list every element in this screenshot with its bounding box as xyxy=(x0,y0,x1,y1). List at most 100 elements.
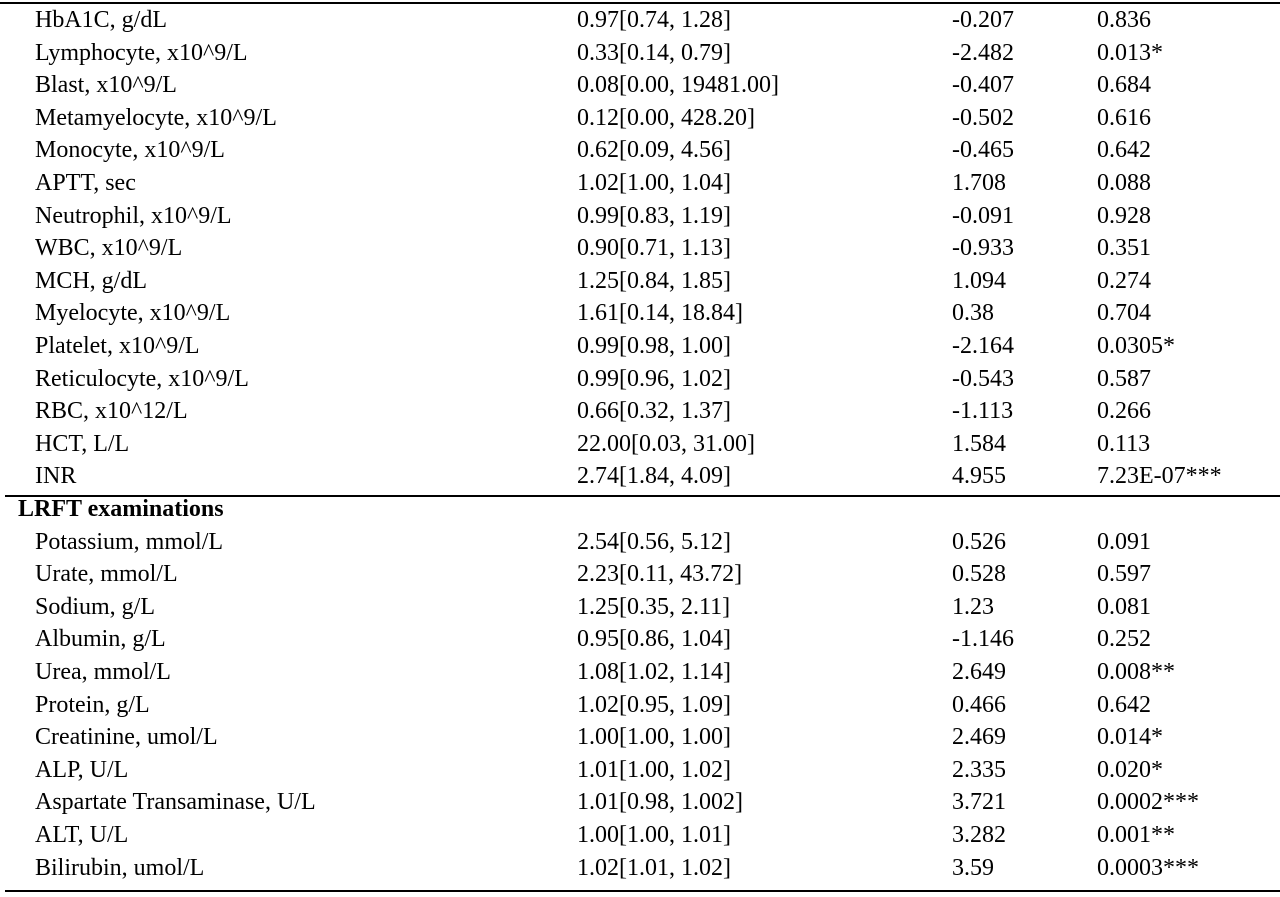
z-value: -0.933 xyxy=(952,235,1014,262)
odds-ratio: 2.54[0.56, 5.12] xyxy=(577,528,731,555)
row-label: Metamyelocyte, x10^9/L xyxy=(35,104,277,131)
p-value: 0.642 xyxy=(1097,691,1151,718)
row-label: APTT, sec xyxy=(35,170,136,196)
z-value: 1.23 xyxy=(952,593,994,620)
p-value: 0.351 xyxy=(1097,235,1151,262)
p-value: 0.684 xyxy=(1097,72,1151,99)
p-value: 0.020* xyxy=(1097,756,1163,783)
z-value: 3.282 xyxy=(952,822,1006,848)
p-value: 0.0003*** xyxy=(1097,854,1199,881)
z-value: 0.38 xyxy=(952,300,994,327)
row-label: Albumin, g/L xyxy=(35,626,166,653)
p-value: 0.266 xyxy=(1097,398,1151,425)
odds-ratio: 0.66[0.32, 1.37] xyxy=(577,398,731,425)
z-value: -1.146 xyxy=(952,626,1014,653)
p-value: 0.928 xyxy=(1097,202,1151,229)
row-label: Reticulocyte, x10^9/L xyxy=(35,365,249,392)
z-value: -0.091 xyxy=(952,202,1014,229)
p-value: 0.252 xyxy=(1097,626,1151,653)
row-label: WBC, x10^9/L xyxy=(35,235,183,262)
z-value: 2.649 xyxy=(952,659,1006,685)
odds-ratio: 0.62[0.09, 4.56] xyxy=(577,137,731,164)
row-label: Potassium, mmol/L xyxy=(35,528,224,555)
z-value: 0.466 xyxy=(952,691,1006,718)
z-value: -0.465 xyxy=(952,137,1014,164)
odds-ratio: 1.08[1.02, 1.14] xyxy=(577,659,731,685)
row-label: Protein, g/L xyxy=(35,691,150,718)
row-label: Bilirubin, umol/L xyxy=(35,854,205,881)
z-value: 2.335 xyxy=(952,756,1006,783)
odds-ratio: 1.02[0.95, 1.09] xyxy=(577,691,731,718)
z-value: -2.482 xyxy=(952,39,1014,66)
p-value: 0.587 xyxy=(1097,365,1151,392)
row-label: RBC, x10^12/L xyxy=(35,398,188,425)
p-value: 0.597 xyxy=(1097,561,1151,588)
row-label: Aspartate Transaminase, U/L xyxy=(35,789,316,816)
section-heading: LRFT examinations xyxy=(18,496,224,522)
row-label: Creatinine, umol/L xyxy=(35,724,218,751)
odds-ratio: 0.33[0.14, 0.79] xyxy=(577,39,731,66)
z-value: -0.207 xyxy=(952,7,1014,33)
p-value: 7.23E-07*** xyxy=(1097,463,1222,490)
odds-ratio: 1.00[1.00, 1.01] xyxy=(577,822,731,848)
z-value: 1.708 xyxy=(952,170,1006,196)
odds-ratio: 0.99[0.83, 1.19] xyxy=(577,202,731,229)
odds-ratio: 2.23[0.11, 43.72] xyxy=(577,561,743,588)
p-value: 0.0002*** xyxy=(1097,789,1199,816)
top-rule xyxy=(0,2,1280,4)
p-value: 0.091 xyxy=(1097,528,1151,555)
row-label: Monocyte, x10^9/L xyxy=(35,137,225,164)
row-label: MCH, g/dL xyxy=(35,267,148,294)
z-value: 3.721 xyxy=(952,789,1006,816)
z-value: -0.543 xyxy=(952,365,1014,392)
row-label: ALP, U/L xyxy=(35,756,129,783)
p-value: 0.616 xyxy=(1097,104,1151,131)
row-label: ALT, U/L xyxy=(35,822,129,848)
p-value: 0.014* xyxy=(1097,724,1163,751)
row-label: Blast, x10^9/L xyxy=(35,72,177,99)
p-value: 0.001** xyxy=(1097,822,1175,848)
p-value: 0.274 xyxy=(1097,267,1151,294)
p-value: 0.113 xyxy=(1097,430,1151,457)
p-value: 0.013* xyxy=(1097,39,1163,66)
p-value: 0.704 xyxy=(1097,300,1151,327)
odds-ratio: 0.08[0.00, 19481.00] xyxy=(577,72,779,99)
z-value: -1.113 xyxy=(952,398,1014,425)
odds-ratio: 0.95[0.86, 1.04] xyxy=(577,626,731,653)
row-label: HbA1C, g/dL xyxy=(35,7,167,33)
row-label: Urea, mmol/L xyxy=(35,659,171,685)
p-value: 0.008** xyxy=(1097,659,1175,685)
row-label: Urate, mmol/L xyxy=(35,561,178,588)
z-value: 1.584 xyxy=(952,430,1006,457)
odds-ratio: 1.02[1.01, 1.02] xyxy=(577,854,731,881)
bottom-rule xyxy=(5,890,1280,892)
p-value: 0.0305* xyxy=(1097,333,1175,359)
row-label: Lymphocyte, x10^9/L xyxy=(35,39,248,66)
odds-ratio: 1.02[1.00, 1.04] xyxy=(577,170,731,196)
odds-ratio: 1.25[0.84, 1.85] xyxy=(577,267,731,294)
section-rule xyxy=(5,495,1280,497)
row-label: INR xyxy=(35,463,77,490)
z-value: -2.164 xyxy=(952,333,1014,359)
p-value: 0.088 xyxy=(1097,170,1151,196)
z-value: 4.955 xyxy=(952,463,1006,490)
odds-ratio: 22.00[0.03, 31.00] xyxy=(577,430,755,457)
row-label: Sodium, g/L xyxy=(35,593,156,620)
z-value: 1.094 xyxy=(952,267,1006,294)
row-label: Platelet, x10^9/L xyxy=(35,333,200,359)
odds-ratio: 0.12[0.00, 428.20] xyxy=(577,104,755,131)
odds-ratio: 1.00[1.00, 1.00] xyxy=(577,724,731,751)
z-value: 0.528 xyxy=(952,561,1006,588)
odds-ratio: 1.61[0.14, 18.84] xyxy=(577,300,743,327)
odds-ratio: 0.99[0.98, 1.00] xyxy=(577,333,731,359)
odds-ratio: 0.99[0.96, 1.02] xyxy=(577,365,731,392)
z-value: 2.469 xyxy=(952,724,1006,751)
z-value: -0.407 xyxy=(952,72,1014,99)
odds-ratio: 2.74[1.84, 4.09] xyxy=(577,463,731,490)
row-label: HCT, L/L xyxy=(35,430,130,457)
z-value: 3.59 xyxy=(952,854,994,881)
row-label: Myelocyte, x10^9/L xyxy=(35,300,231,327)
p-value: 0.081 xyxy=(1097,593,1151,620)
odds-ratio: 0.90[0.71, 1.13] xyxy=(577,235,731,262)
